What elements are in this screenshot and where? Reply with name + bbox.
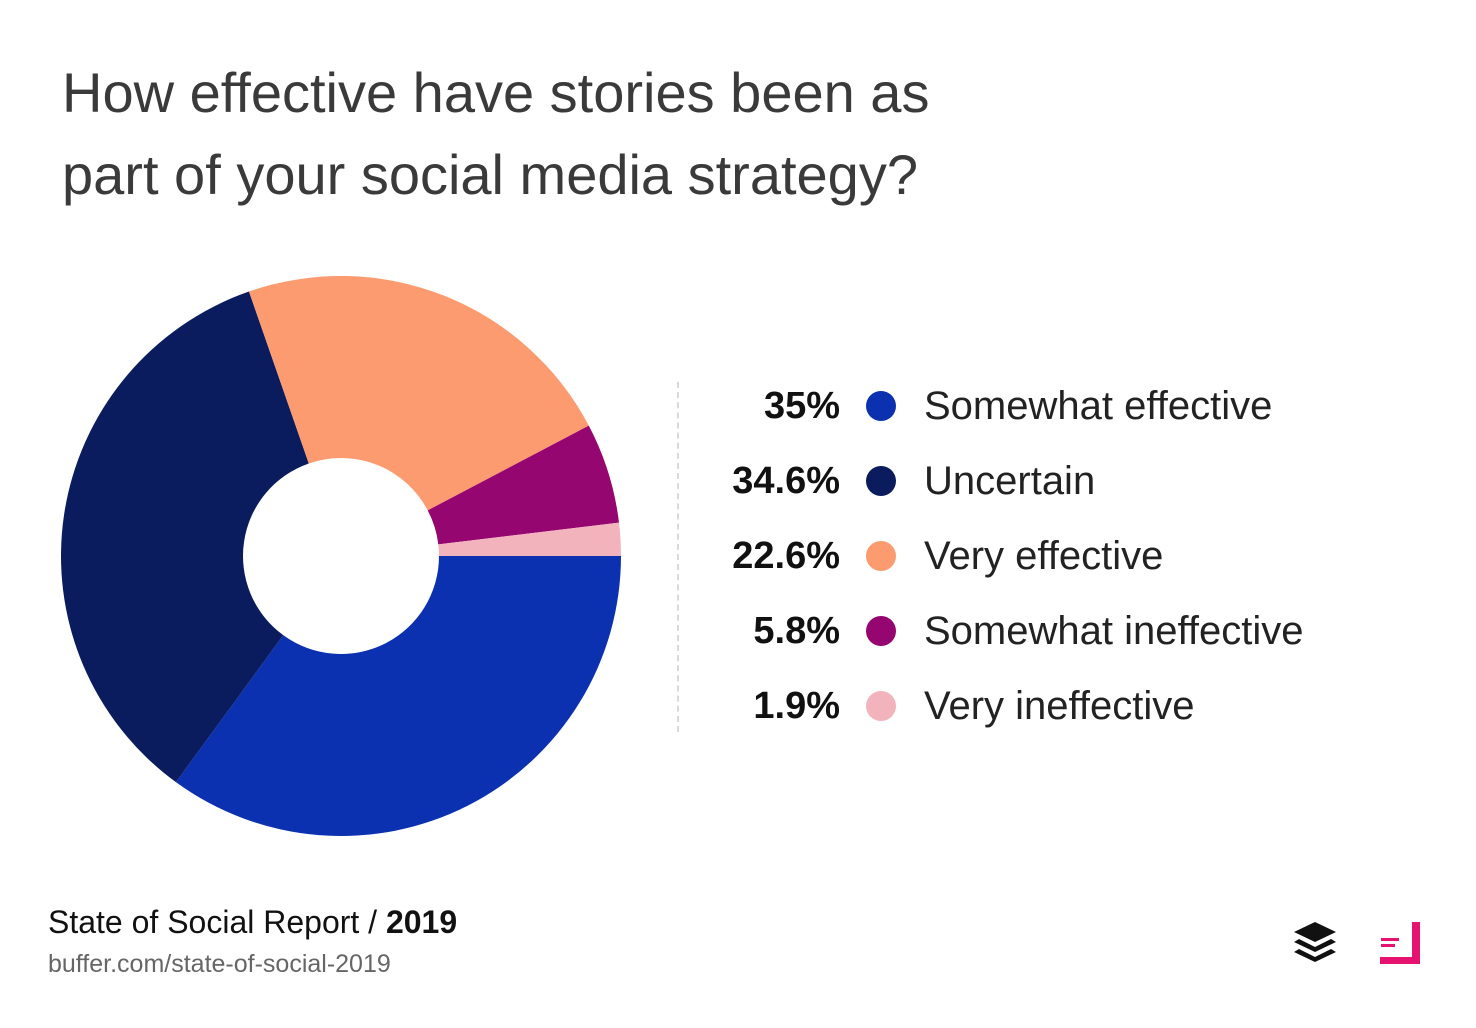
- legend-swatch: [866, 616, 896, 646]
- legend-label: Very ineffective: [924, 684, 1195, 728]
- legend-item-uncertain: 34.6% Uncertain: [700, 451, 1400, 511]
- footer-report-title: State of Social Report / 2019: [48, 904, 457, 941]
- legend-item-somewhat-ineffective: 5.8% Somewhat ineffective: [700, 601, 1400, 661]
- legend-swatch: [866, 391, 896, 421]
- chart-title: How effective have stories been as part …: [62, 52, 1062, 216]
- legend-label: Very effective: [924, 534, 1164, 578]
- donut-slice-somewhat-effective: [175, 556, 621, 837]
- legend-value: 35%: [763, 385, 840, 427]
- donut-slice-uncertain: [61, 291, 309, 783]
- legend-swatch: [866, 691, 896, 721]
- legend-label: Uncertain: [924, 459, 1096, 503]
- legend-label: Somewhat effective: [924, 384, 1273, 428]
- chart-title-line-1: How effective have stories been as: [62, 61, 930, 124]
- donut-slice-somewhat-ineffective: [427, 425, 620, 545]
- legend-value: 34.6%: [732, 460, 840, 502]
- footer-report-name: State of Social Report /: [48, 904, 386, 940]
- legend-item-very-ineffective: 1.9% Very ineffective: [700, 676, 1400, 736]
- donut-slice-very-ineffective: [438, 522, 621, 556]
- legend-value: 5.8%: [753, 610, 840, 652]
- donut-chart: [61, 276, 621, 837]
- footer-report-year: 2019: [385, 904, 458, 940]
- legend-divider: [677, 382, 679, 732]
- donut-slice-very-effective: [248, 276, 589, 511]
- legend-swatch: [866, 466, 896, 496]
- buffer-logo-icon: [1294, 922, 1336, 962]
- footer-url: buffer.com/state-of-social-2019: [48, 950, 391, 978]
- legend-swatch: [866, 541, 896, 571]
- legend-item-somewhat-effective: 35% Somewhat effective: [700, 376, 1400, 436]
- state-of-social-logo-icon: [1380, 922, 1420, 964]
- chart-title-line-2: part of your social media strategy?: [62, 143, 918, 206]
- legend-label: Somewhat ineffective: [924, 609, 1304, 653]
- legend-item-very-effective: 22.6% Very effective: [700, 526, 1400, 586]
- legend-value: 1.9%: [753, 685, 840, 727]
- legend-value: 22.6%: [732, 535, 840, 577]
